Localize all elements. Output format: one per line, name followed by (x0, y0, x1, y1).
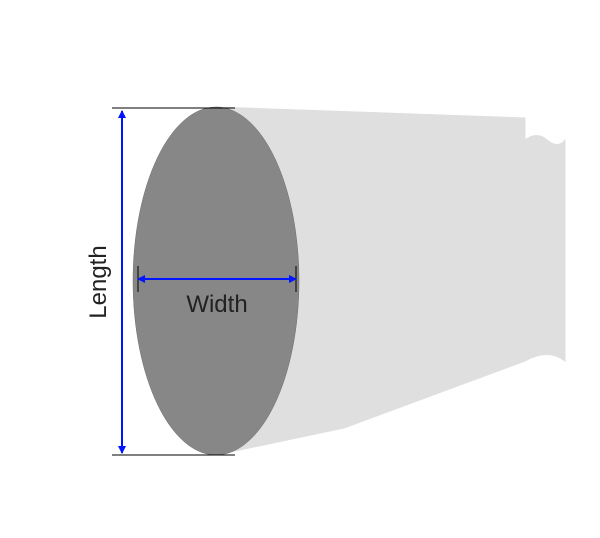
cross-section-ellipse (133, 107, 299, 455)
width-label: Width (186, 291, 247, 318)
length-label: Length (85, 245, 112, 318)
